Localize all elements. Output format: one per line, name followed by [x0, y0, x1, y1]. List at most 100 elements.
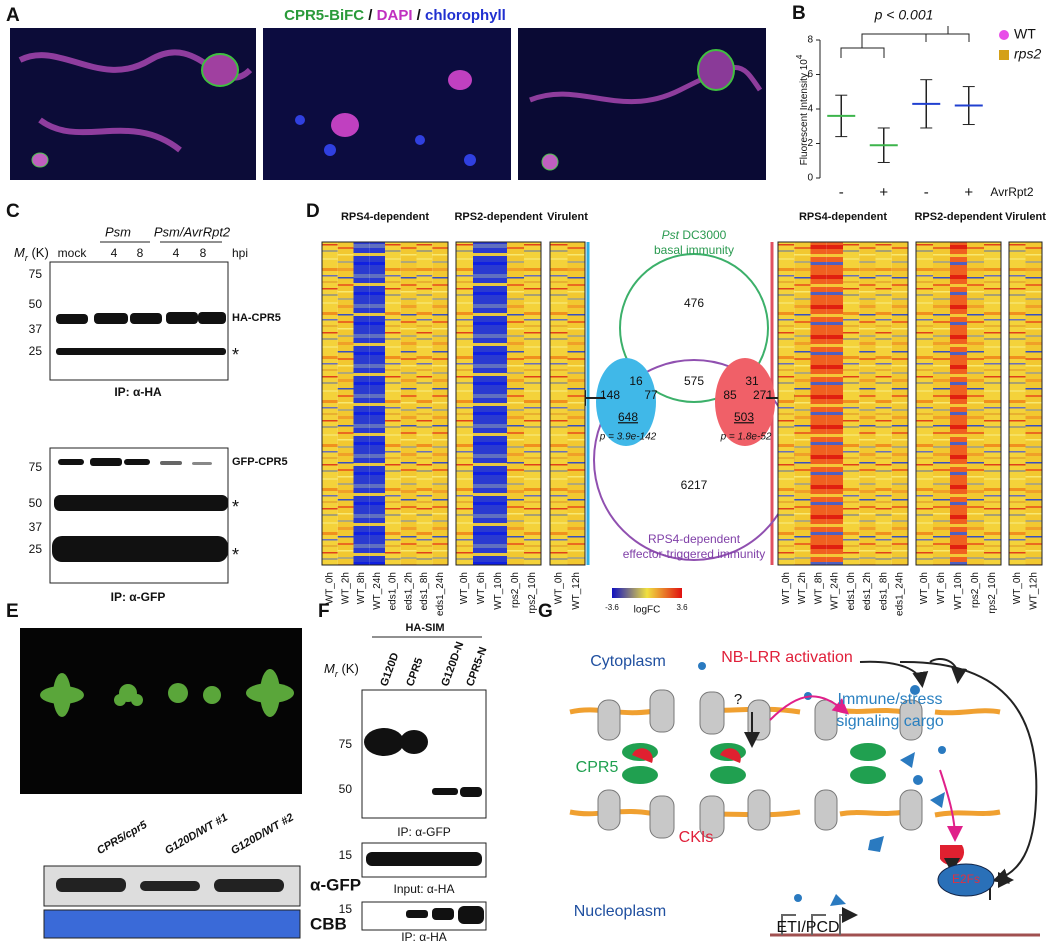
column-label: WT_6h — [936, 572, 947, 604]
legend-marker — [999, 30, 1009, 40]
heatmap-column — [843, 242, 860, 565]
panel-e — [56, 878, 126, 892]
blot-band — [192, 462, 212, 465]
label: / — [364, 7, 377, 24]
panel-d: Pst DC3000 — [662, 228, 727, 242]
label: CPR5/cpr5 — [95, 818, 150, 857]
label: 37 — [29, 322, 43, 336]
label: 476 — [684, 296, 704, 310]
label: 8 — [200, 246, 207, 260]
panel-e — [214, 879, 284, 892]
heatmap-frame — [915, 241, 1002, 566]
label: 37 — [29, 520, 43, 534]
arrow — [929, 658, 968, 684]
blot-band — [56, 314, 88, 324]
label: 148 — [600, 388, 620, 402]
legend-marker — [999, 50, 1009, 60]
label: DAPI — [377, 7, 413, 24]
x-tick-label: + — [964, 184, 973, 201]
cpr5-protein — [720, 748, 741, 763]
label: Psm/AvrRpt2 — [154, 224, 231, 239]
label: B — [792, 3, 806, 24]
label: 25 — [29, 344, 43, 358]
label: logFC — [634, 605, 661, 616]
label: 3.6 — [676, 603, 688, 612]
heatmap-frame — [455, 241, 542, 566]
arrow — [939, 769, 963, 842]
column-label: WT_24h — [372, 572, 383, 610]
label: G120D/WT #2 — [229, 812, 296, 858]
arrow — [781, 915, 854, 935]
heatmap-column — [550, 242, 568, 565]
nuclear-pore — [649, 795, 675, 839]
heatmap-column — [984, 242, 1001, 565]
label: (K) — [338, 661, 359, 676]
heatmap-column — [369, 242, 385, 565]
micrograph — [448, 70, 472, 90]
panel-b: Fluorescent Intensity 104 — [795, 54, 810, 165]
column-label: WT_8h — [813, 572, 824, 604]
cargo — [698, 662, 706, 670]
y-tick-label: 0 — [807, 173, 813, 184]
nuclear-pore — [699, 691, 725, 735]
panel-e: E CPR5/cpr5 G120D/WT #1 G120D/WT #2 α-GF… — [6, 601, 361, 939]
label: IP: α-HA — [401, 930, 447, 944]
arrow — [769, 695, 850, 721]
label: HA-SIM — [405, 622, 444, 634]
label: HA-CPR5 — [232, 312, 281, 324]
column-label: WT_0h — [1012, 572, 1023, 604]
label: 15 — [339, 848, 353, 862]
x-tick-label: - — [924, 184, 929, 201]
label: 16 — [629, 374, 643, 388]
nuclear-pore — [699, 795, 725, 839]
label: 15 — [339, 902, 353, 916]
label: ? — [734, 691, 742, 708]
heatmap-column — [456, 242, 473, 565]
label: G120D — [378, 651, 401, 688]
column-label: rps2_10h — [527, 572, 538, 614]
heatmap-column — [416, 242, 433, 565]
column-label: eds1_2h — [403, 572, 414, 610]
heatmap-column — [322, 242, 338, 565]
label: 271 — [753, 388, 773, 402]
cargo — [794, 894, 802, 902]
heatmap-title: RPS4-dependent — [341, 211, 429, 223]
heatmap-column — [826, 242, 843, 565]
label: NB-LRR activation — [721, 649, 853, 666]
column-label: WT_10h — [493, 572, 504, 610]
heatmap-column — [473, 242, 490, 565]
heatmap-column — [950, 242, 967, 565]
blot-band — [364, 728, 482, 797]
nuclear-pore — [597, 699, 621, 741]
column-label: eds1_24h — [895, 572, 906, 616]
heatmap-frame — [1008, 241, 1043, 566]
label: p = 1.8e-52 — [720, 432, 772, 443]
panel-f: Mr (K) — [324, 661, 359, 679]
column-label: WT_0h — [553, 572, 564, 604]
label: 4 — [795, 54, 804, 59]
blot-band — [432, 788, 458, 795]
panel-c: Mr (K) — [14, 245, 49, 263]
venn-circle — [619, 253, 769, 403]
label: signaling cargo — [836, 713, 944, 730]
column-label: eds1_8h — [419, 572, 430, 610]
blot-band — [160, 461, 182, 465]
panel-f — [458, 906, 484, 924]
micrograph — [464, 154, 476, 166]
label: 648 — [618, 410, 638, 424]
label: D — [306, 201, 320, 222]
panel-e — [140, 881, 200, 891]
label: 50 — [339, 782, 353, 796]
label: 31 — [745, 374, 759, 388]
label: effector-triggered immunity — [623, 547, 766, 561]
label: * — [232, 345, 239, 365]
label: C — [6, 201, 20, 222]
micrograph — [324, 144, 336, 156]
label: DC3000 — [679, 228, 727, 242]
label: p = 3.9e-142 — [599, 432, 657, 443]
heatmap-frame — [549, 241, 586, 566]
x-tick-label: - — [839, 184, 844, 201]
heatmap-column — [1009, 242, 1026, 565]
label: IP: α-GFP — [397, 825, 451, 839]
label: -3.6 — [605, 603, 619, 612]
